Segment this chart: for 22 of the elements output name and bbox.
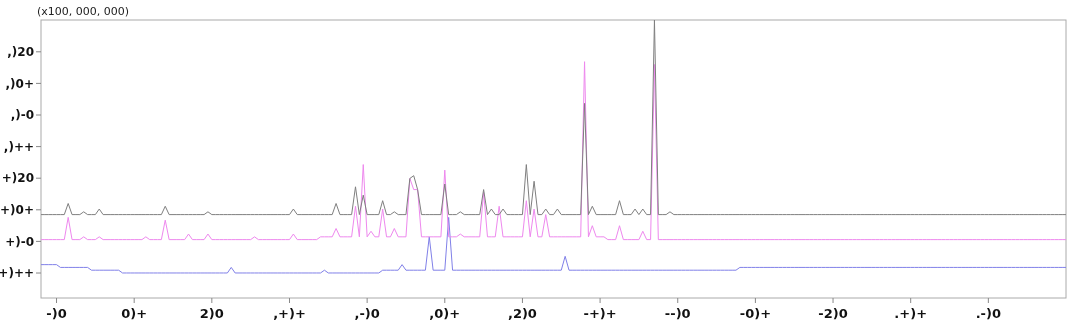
x-tick-label: ,+)+ [273, 306, 306, 321]
x-tick-label: ,0)+ [429, 306, 461, 321]
x-tick-label: -)0 [46, 306, 67, 321]
text: ,)20 [7, 45, 34, 59]
x-tick-label: -+)+ [583, 306, 617, 321]
text: +)20 [1, 171, 34, 186]
text: +)0+ [0, 203, 34, 217]
text: ,)0+ [5, 76, 34, 91]
text: ,)-0 [10, 108, 34, 123]
x-tick-label: ,-)0 [354, 306, 380, 321]
text: +)-0 [5, 234, 34, 249]
x-tick-label: 2)0 [199, 306, 224, 321]
y-axis-title: (x100, 000, 000) [37, 5, 130, 18]
text: ,)++ [3, 139, 34, 154]
x-tick-label: .+)+ [894, 306, 928, 321]
x-tick-label: -2)0 [818, 306, 848, 321]
text: +)++ [0, 266, 34, 281]
x-tick-label: .-)0 [975, 306, 1002, 321]
x-tick-label: -0)+ [739, 306, 772, 321]
x-tick-label: 0)+ [121, 306, 148, 321]
x-tick-label: --)0 [664, 306, 691, 321]
x-tick-label: ,2)0 [507, 306, 537, 321]
